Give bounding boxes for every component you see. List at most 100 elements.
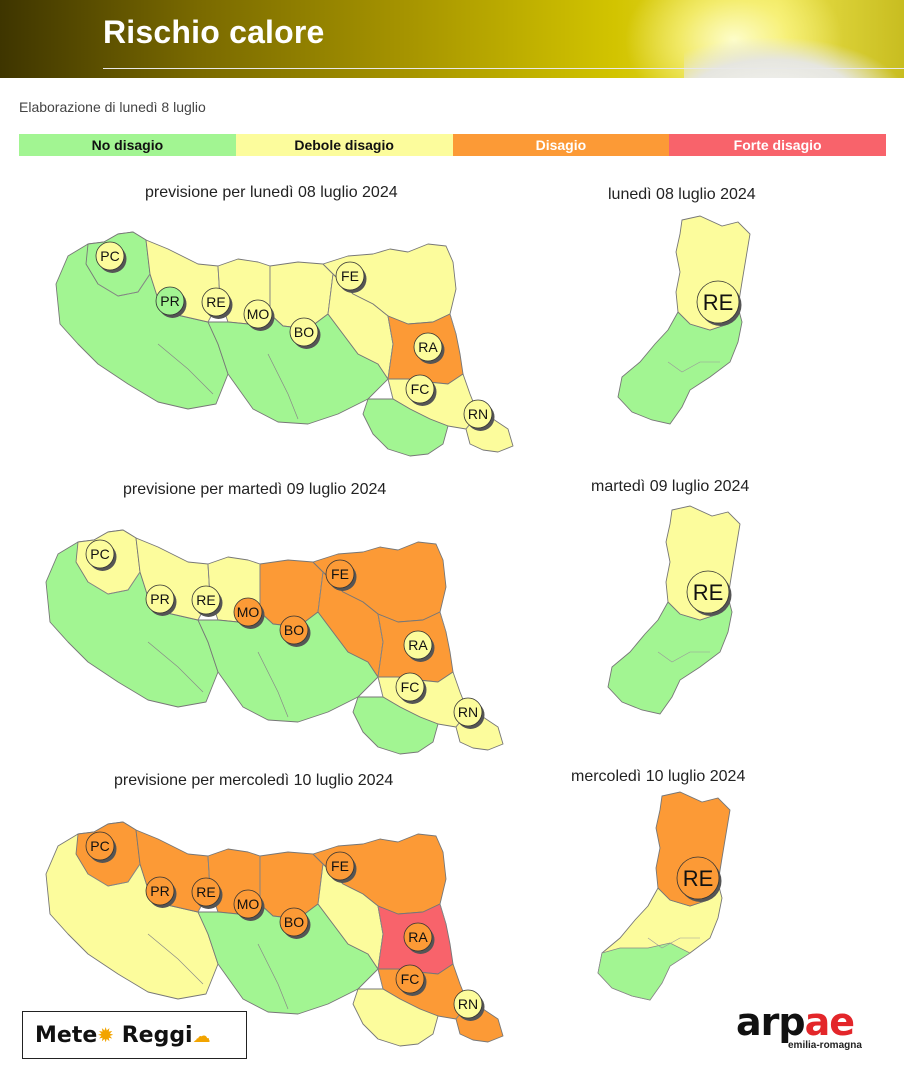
meteo-logo-right-text: Reggi [121, 1023, 193, 1048]
province-badge-day1: RE [696, 280, 742, 326]
badge-pr-day1-label: PR [160, 293, 179, 309]
arpae-logo: arpae emilia-romagna [736, 1002, 886, 1054]
badge-bo-day1: BO [289, 317, 321, 349]
badge-re-day2-label: RE [196, 592, 215, 608]
province-border-3-day2 [317, 571, 324, 613]
badge-fe-day1-label: FE [341, 268, 359, 284]
legend-no-disagio: No disagio [19, 134, 236, 156]
arpae-subtitle: emilia-romagna [788, 1040, 862, 1051]
elaboration-date: Elaborazione di lunedì 8 luglio [19, 99, 206, 115]
province-badge-day3: RE [676, 856, 722, 902]
badge-bo-day3: BO [279, 907, 311, 939]
badge-re-day1-label: RE [206, 294, 225, 310]
badge-rn-day1: RN [463, 399, 495, 431]
province-border-6-day2 [439, 611, 447, 633]
province-inner-border-day2 [657, 651, 710, 663]
province-map-title-day3: mercoledì 10 luglio 2024 [571, 768, 746, 785]
cloud-decoration [684, 38, 904, 78]
region-map-day3: PC PR RE MO BO FE RA FC RN [45, 821, 504, 1047]
zone-fc_hills-day1 [362, 398, 449, 457]
sun-icon: ✹ [97, 1023, 115, 1047]
province-map-title-day2: martedì 09 luglio 2024 [591, 478, 750, 495]
badge-fc-day1-label: FC [411, 381, 430, 397]
badge-pr-day2: PR [145, 584, 177, 616]
badge-rn-day3: RN [453, 989, 485, 1021]
badge-bo-day2-label: BO [284, 622, 304, 638]
badge-ra-day3: RA [403, 922, 435, 954]
province-border-3-day1 [327, 273, 334, 315]
badge-mo-day3: MO [233, 889, 265, 921]
province-map-day1: RE [617, 215, 751, 425]
province-border-6-day3 [439, 903, 447, 925]
badge-fe-day3: FE [325, 851, 357, 883]
province-border-8-day3 [147, 933, 204, 985]
badge-fc-day2-label: FC [401, 679, 420, 695]
region-map-title-day1: previsione per lunedì 08 luglio 2024 [145, 184, 398, 201]
legend-forte-disagio: Forte disagio [669, 134, 886, 156]
badge-fc-day2: FC [395, 672, 427, 704]
risk-legend: No disagio Debole disagio Disagio Forte … [19, 134, 886, 156]
province-border-5-day1 [387, 378, 394, 400]
badge-bo-day3-label: BO [284, 914, 304, 930]
region-map-title-day2: previsione per martedì 09 luglio 2024 [123, 481, 387, 498]
legend-disagio: Disagio [452, 134, 670, 156]
region-map-title-day3: previsione per mercoledì 10 luglio 2024 [114, 772, 394, 789]
zone-fc_hills-day3 [352, 988, 439, 1047]
badge-ra-day2: RA [403, 630, 435, 662]
province-badge-day2: RE [686, 570, 732, 616]
province-border-0-day3 [87, 863, 141, 887]
province-border-0-day2 [87, 571, 141, 595]
page-header: Rischio calore [0, 0, 904, 78]
badge-ra-day2-label: RA [408, 637, 428, 653]
badge-rn-day2-label: RN [458, 704, 478, 720]
badge-pr-day1: PR [155, 286, 187, 318]
badge-mo-day1: MO [243, 299, 275, 331]
badge-bo-day2: BO [279, 615, 311, 647]
province-border-8-day2 [147, 641, 204, 693]
badge-re-day1: RE [201, 287, 233, 319]
region-map-day1: PC PR RE MO BO FE RA FC RN [55, 231, 514, 457]
badge-fe-day2-label: FE [331, 566, 349, 582]
badge-re-day3: RE [191, 877, 223, 909]
province-inner-border-day1 [667, 361, 720, 373]
badge-pr-day3: PR [145, 876, 177, 908]
zone-fc_hills-day2 [352, 696, 439, 755]
province-map-day2: RE [607, 505, 741, 715]
badge-re-day3-label: RE [196, 884, 215, 900]
sun-cloud-icon: ☁ [192, 1026, 211, 1047]
badge-fe-day1: FE [335, 261, 367, 293]
badge-fc-day3: FC [395, 964, 427, 996]
badge-ra-day1: RA [413, 332, 445, 364]
badge-ra-day3-label: RA [408, 929, 428, 945]
province-badge-day3-label: RE [683, 866, 714, 891]
legend-debole-disagio: Debole disagio [235, 134, 453, 156]
region-map-day2: PC PR RE MO BO FE RA FC RN [45, 529, 504, 755]
province-badge-day1-label: RE [703, 290, 734, 315]
province-map-day3: RE [597, 791, 731, 1001]
province-badge-day2-label: RE [693, 580, 724, 605]
province-border-5-day2 [377, 676, 384, 698]
meteo-reggio-logo: Mete✹ Reggi☁ [22, 1011, 247, 1059]
badge-rn-day1-label: RN [468, 406, 488, 422]
badge-pc-day2: PC [85, 539, 117, 571]
header-divider [103, 68, 904, 69]
province-border-9-day1 [267, 353, 299, 420]
province-map-title-day1: lunedì 08 luglio 2024 [608, 186, 756, 203]
badge-fe-day2: FE [325, 559, 357, 591]
province-border-4-day2 [377, 613, 384, 678]
badge-mo-day1-label: MO [247, 306, 270, 322]
badge-mo-day2: MO [233, 597, 265, 629]
badge-pc-day3: PC [85, 831, 117, 863]
province-border-9-day2 [257, 651, 289, 718]
badge-re-day2: RE [191, 585, 223, 617]
province-border-3-day3 [317, 863, 324, 905]
province-border-9-day3 [257, 943, 289, 1010]
badge-pc-day2-label: PC [90, 546, 109, 562]
badge-pc-day1-label: PC [100, 248, 119, 264]
province-border-5-day3 [377, 968, 384, 990]
province-inner-border-day3 [647, 937, 700, 949]
province-border-4-day1 [387, 315, 394, 380]
badge-rn-day2: RN [453, 697, 485, 729]
meteo-logo-left-text: Mete [35, 1023, 98, 1048]
